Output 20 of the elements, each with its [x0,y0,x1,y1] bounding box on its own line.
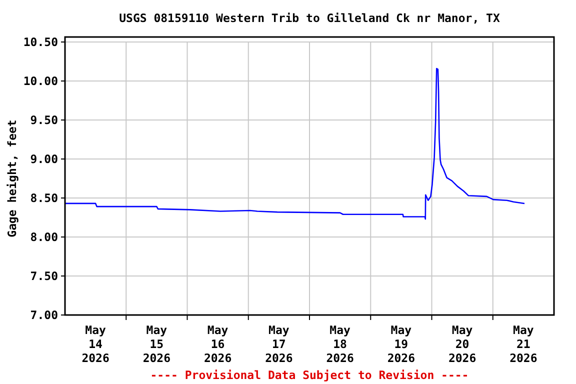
y-axis-title: Gage height, feet [5,120,19,238]
y-tick-label: 9.00 [30,152,58,166]
y-tick-label: 7.50 [30,269,58,283]
x-tick-label: May 17 2026 [265,323,293,365]
y-tick-label: 10.00 [23,74,58,88]
x-tick-label: May 18 2026 [326,323,354,365]
x-tick-label: May 21 2026 [510,323,538,365]
text: ---- Provisional Data Subject to Revision ---- [150,368,469,382]
x-tick-label: May 19 2026 [387,323,416,365]
x-tick-label: May 15 2026 [142,323,171,365]
y-tick-label: 8.00 [30,230,58,244]
y-tick-label: 10.50 [23,35,58,49]
chart-title: USGS 08159110 Western Trib to Gilleland Ck nr Manor, TX [119,11,500,25]
y-tick-label: 8.50 [30,191,58,205]
x-tick-label: May 14 2026 [82,323,110,365]
line-series [64,68,526,220]
x-tick-label: May 20 2026 [448,323,476,365]
y-tick-label: 7.00 [30,308,58,322]
y-tick-label: 9.50 [30,113,58,127]
x-tick-label: May 16 2026 [204,323,232,365]
